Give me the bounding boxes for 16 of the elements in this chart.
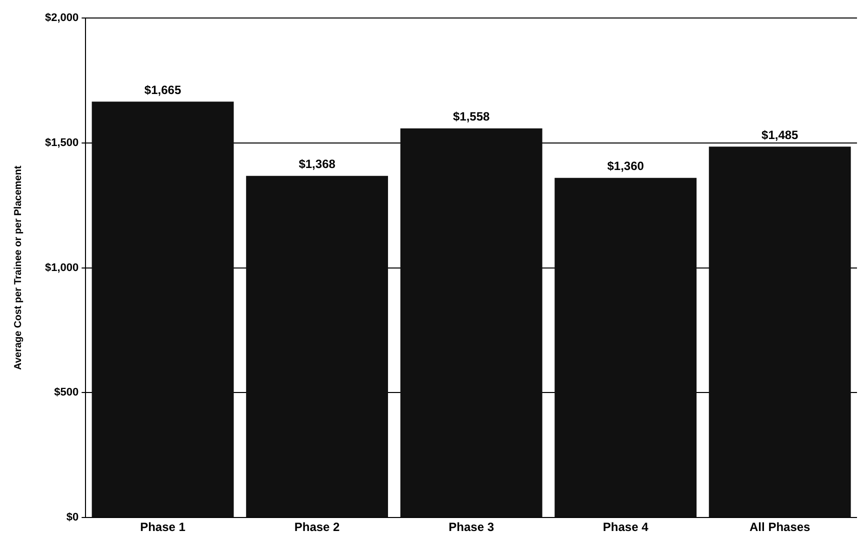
y-tick-label: $2,000 bbox=[44, 12, 79, 24]
x-tick-label: Phase 4 bbox=[602, 520, 649, 534]
data-label: $1,368 bbox=[298, 157, 336, 172]
x-tick-label: Phase 1 bbox=[140, 520, 186, 534]
x-tick-label: Phase 3 bbox=[448, 520, 494, 534]
y-tick-label: $500 bbox=[54, 386, 79, 399]
y-tick-label: $1,500 bbox=[44, 136, 79, 149]
y-tick-label: $0 bbox=[66, 512, 79, 524]
y-axis-title: Average Cost per Trainee or per Placement bbox=[12, 165, 24, 370]
x-tick-label: Phase 2 bbox=[294, 520, 340, 534]
data-label: $1,558 bbox=[452, 110, 490, 124]
data-label: $1,665 bbox=[144, 82, 182, 97]
data-label: $1,485 bbox=[762, 128, 799, 142]
x-tick-label: All Phases bbox=[750, 520, 811, 534]
data-label: $1,360 bbox=[607, 159, 644, 174]
y-tick-label: $1,000 bbox=[44, 262, 79, 274]
